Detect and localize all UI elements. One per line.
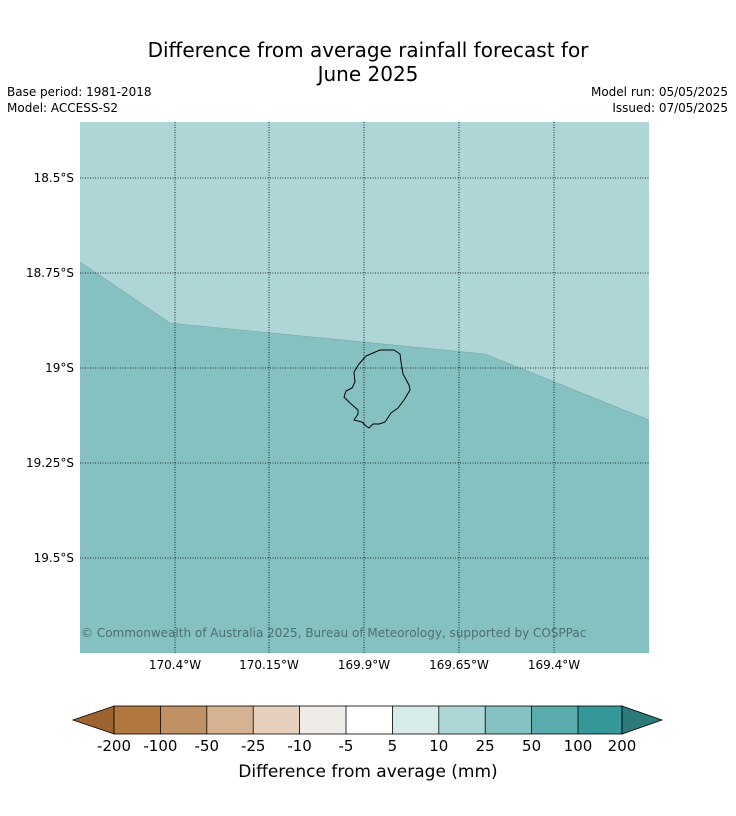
graticule — [80, 122, 649, 653]
colorbar-label: Difference from average (mm) — [238, 762, 498, 782]
colorbar-tick: 100 — [564, 737, 593, 755]
colorbar-tick: 50 — [522, 737, 541, 755]
base-period: Base period: 1981-2018 — [7, 85, 152, 99]
region-south — [80, 262, 649, 653]
lon-label: 170.4°W — [149, 658, 201, 672]
lon-label: 169.4°W — [528, 658, 580, 672]
colorbar-outline — [113, 705, 623, 735]
colorbar-segment — [206, 706, 254, 734]
colorbar-segment — [299, 706, 346, 734]
title-line-1: Difference from average rainfall forecas… — [147, 38, 589, 62]
colorbar-tick: -50 — [195, 737, 220, 755]
colorbar-segment — [531, 706, 578, 734]
niue-coastline — [343, 349, 411, 429]
colorbar-segment — [114, 706, 161, 734]
map-title: Difference from average rainfall forecas… — [0, 38, 736, 86]
issued-date: Issued: 07/05/2025 — [612, 101, 728, 115]
colorbar-tick: -100 — [143, 737, 177, 755]
lon-label: 170.15°W — [239, 658, 299, 672]
colorbar-tick: -200 — [97, 737, 131, 755]
copyright-text: © Commonwealth of Australia 2025, Bureau… — [81, 626, 586, 640]
model-name: Model: ACCESS-S2 — [7, 101, 119, 115]
lat-label: 19.5°S — [34, 551, 74, 565]
colorbar-tick: -5 — [339, 737, 354, 755]
meta-right: Model run: 05/05/2025 Issued: 07/05/2025 — [591, 84, 728, 116]
colorbar-tick: 10 — [429, 737, 448, 755]
colorbar-tick: 200 — [608, 737, 637, 755]
colorbar-tick: 5 — [388, 737, 398, 755]
colorbar-segment — [438, 706, 486, 734]
colorbar-segment — [485, 706, 532, 734]
colorbar-segment — [392, 706, 439, 734]
lat-label: 18.5°S — [34, 171, 74, 185]
colorbar-segment — [160, 706, 207, 734]
model-run: Model run: 05/05/2025 — [590, 85, 728, 99]
lon-label: 169.9°W — [338, 658, 390, 672]
colorbar-tick: -10 — [287, 737, 312, 755]
lat-label: 19°S — [45, 361, 74, 375]
lat-label: 18.75°S — [26, 266, 74, 280]
colorbar-segment — [346, 706, 393, 734]
meta-left: Base period: 1981-2018 Model: ACCESS-S2 — [7, 84, 152, 116]
region-boundary — [79, 261, 650, 421]
colorbar-extend-high — [621, 705, 664, 735]
colorbar-segment — [253, 706, 300, 734]
colorbar-tick: -25 — [241, 737, 266, 755]
lat-label: 19.25°S — [26, 456, 74, 470]
colorbar-tick: 25 — [476, 737, 495, 755]
colorbar — [71, 705, 664, 735]
lon-label: 169.65°W — [429, 658, 489, 672]
colorbar-extend-low — [71, 705, 115, 735]
colorbar-segment — [578, 706, 622, 734]
title-line-2: June 2025 — [317, 62, 419, 86]
